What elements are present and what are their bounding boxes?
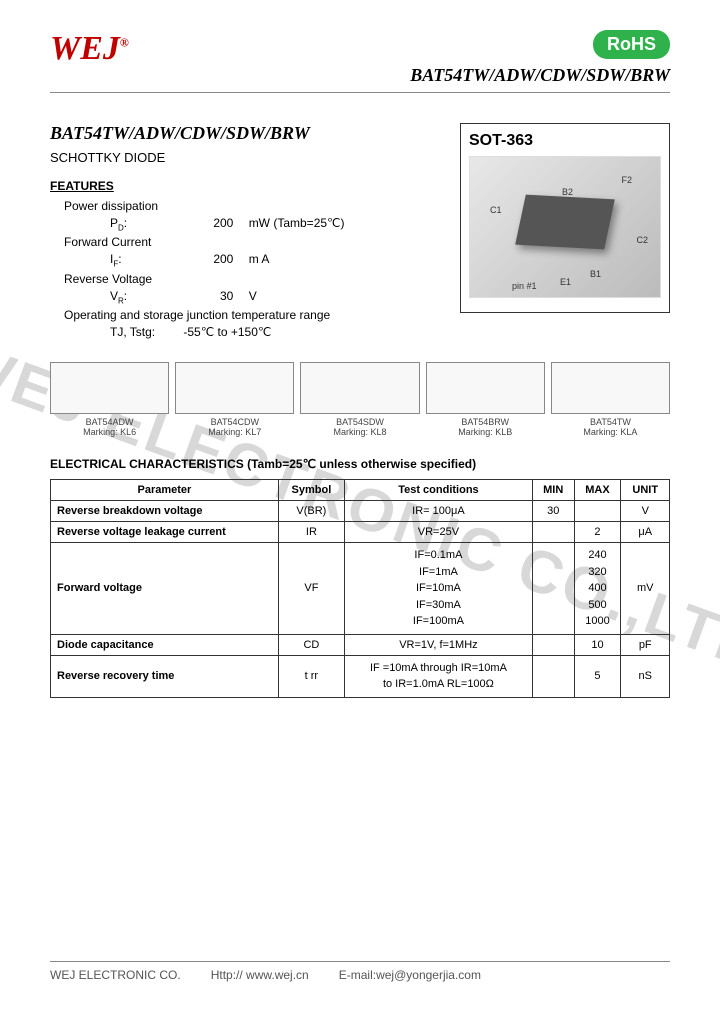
- table-header-cell: MIN: [532, 480, 574, 501]
- variant-item: BAT54ADWMarking: KL6: [50, 362, 169, 437]
- feature-if-label: Forward Current: [64, 235, 440, 249]
- table-header-cell: Test conditions: [344, 480, 532, 501]
- table-header-cell: Symbol: [278, 480, 344, 501]
- table-header-cell: Parameter: [51, 480, 279, 501]
- package-image: F2 B2 C1 C2 B1 E1 pin #1: [469, 156, 661, 298]
- elec-header: ELECTRICAL CHARACTERISTICS (Tamb=25℃ unl…: [50, 457, 670, 471]
- variant-item: BAT54BRWMarking: KLB: [426, 362, 545, 437]
- table-row: Reverse voltage leakage currentIRVR=25V2…: [51, 522, 670, 543]
- main-title: BAT54TW/ADW/CDW/SDW/BRW: [50, 123, 440, 144]
- variant-item: BAT54TWMarking: KLA: [551, 362, 670, 437]
- logo: WEJ®: [50, 30, 129, 68]
- footer-company: WEJ ELECTRONIC CO.: [50, 968, 181, 982]
- feature-temp-label: Operating and storage junction temperatu…: [64, 308, 440, 322]
- feature-vr-row: VR: 30 V: [110, 289, 440, 305]
- footer-url: Http:// www.wej.cn: [211, 968, 309, 982]
- feature-pd-label: Power dissipation: [64, 199, 440, 213]
- variant-item: BAT54SDWMarking: KL8: [300, 362, 419, 437]
- table-row: Diode capacitanceCDVR=1V, f=1MHz10pF: [51, 634, 670, 655]
- header: WEJ® RoHS BAT54TW/ADW/CDW/SDW/BRW: [50, 30, 670, 93]
- footer: WEJ ELECTRONIC CO. Http:// www.wej.cn E-…: [50, 961, 670, 982]
- footer-email: E-mail:wej@yongerjia.com: [339, 968, 481, 982]
- package-box: SOT-363 F2 B2 C1 C2 B1 E1 pin #1: [460, 123, 670, 313]
- header-part-number: BAT54TW/ADW/CDW/SDW/BRW: [410, 65, 670, 86]
- table-row: Forward voltageVFIF=0.1mAIF=1mAIF=10mAIF…: [51, 543, 670, 635]
- feature-vr-label: Reverse Voltage: [64, 272, 440, 286]
- table-header-cell: UNIT: [621, 480, 670, 501]
- feature-temp-row: TJ, Tstg: -55℃ to +150℃: [110, 325, 440, 339]
- subtitle: SCHOTTKY DIODE: [50, 150, 440, 165]
- table-row: Reverse recovery timet rrIF =10mA throug…: [51, 655, 670, 697]
- table-row: Reverse breakdown voltageV(BR)IR= 100μA3…: [51, 501, 670, 522]
- feature-pd-row: PD: 200 mW (Tamb=25℃): [110, 216, 440, 232]
- electrical-table: ParameterSymbolTest conditionsMINMAXUNIT…: [50, 479, 670, 698]
- feature-if-row: IF: 200 m A: [110, 252, 440, 268]
- variant-item: BAT54CDWMarking: KL7: [175, 362, 294, 437]
- rohs-badge: RoHS: [593, 30, 670, 59]
- package-title: SOT-363: [469, 132, 661, 150]
- features-header: FEATURES: [50, 179, 440, 193]
- table-header-cell: MAX: [574, 480, 621, 501]
- variants-row: BAT54ADWMarking: KL6BAT54CDWMarking: KL7…: [50, 362, 670, 437]
